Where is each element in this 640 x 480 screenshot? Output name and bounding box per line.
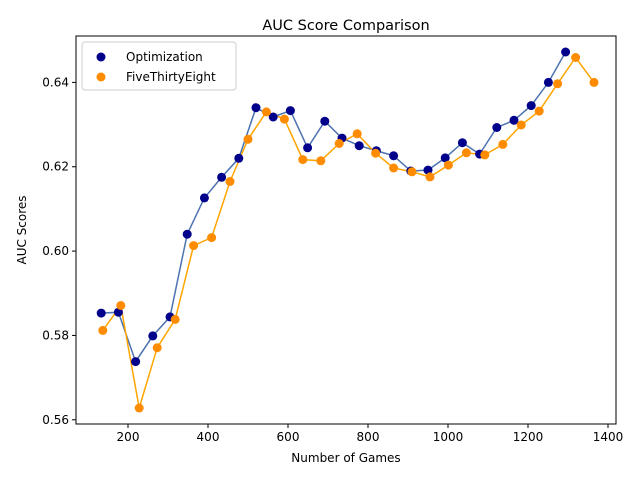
data-point-optimization [148, 331, 158, 341]
legend: Optimization FiveThirtyEight [81, 41, 237, 91]
data-point-fivethirtyeight [261, 107, 271, 117]
data-point-optimization [182, 229, 192, 239]
y-tick-label: 0.64 [42, 75, 69, 89]
data-point-fivethirtyeight [207, 233, 217, 243]
data-point-optimization [234, 153, 244, 163]
data-point-fivethirtyeight [589, 77, 599, 87]
legend-marker-optimization [96, 52, 106, 62]
x-tick-label: 400 [197, 430, 220, 444]
x-axis: 200 400 600 800 1000 1200 1400 [117, 424, 624, 444]
y-axis-label: AUC Scores [15, 195, 29, 264]
data-point-optimization [268, 112, 278, 122]
data-point-optimization [440, 153, 450, 163]
data-point-optimization [543, 77, 553, 87]
x-axis-label: Number of Games [291, 451, 400, 465]
data-point-optimization [561, 47, 571, 57]
axes-frame [75, 35, 617, 425]
data-point-fivethirtyeight [298, 155, 308, 165]
data-point-fivethirtyeight [461, 148, 471, 158]
data-point-fivethirtyeight [553, 79, 563, 89]
y-tick-label: 0.56 [42, 413, 69, 427]
x-tick-label: 200 [117, 430, 140, 444]
data-point-fivethirtyeight [189, 241, 199, 251]
data-point-fivethirtyeight [534, 106, 544, 116]
data-point-fivethirtyeight [170, 314, 180, 324]
data-point-optimization [251, 103, 261, 113]
legend-label-fivethirtyeight: FiveThirtyEight [126, 70, 216, 84]
legend-box [81, 41, 237, 91]
data-point-optimization [199, 193, 209, 203]
data-point-optimization [131, 357, 141, 367]
data-point-optimization [423, 165, 433, 175]
plot-area [96, 47, 599, 413]
x-tick-label: 600 [277, 430, 300, 444]
x-tick-label: 800 [357, 430, 380, 444]
data-point-optimization [285, 106, 295, 116]
data-point-fivethirtyeight [389, 163, 399, 173]
data-point-fivethirtyeight [407, 167, 417, 177]
legend-marker-fivethirtyeight [96, 72, 106, 82]
x-tick-label: 1200 [513, 430, 544, 444]
data-point-fivethirtyeight [498, 139, 508, 149]
data-point-fivethirtyeight [134, 403, 144, 413]
data-point-fivethirtyeight [152, 343, 162, 353]
data-point-optimization [492, 123, 502, 132]
y-tick-label: 0.58 [42, 328, 69, 342]
series-line-fivethirtyeight [102, 56, 595, 409]
data-point-fivethirtyeight [225, 177, 235, 186]
data-point-fivethirtyeight [425, 172, 435, 182]
x-tick-label: 1000 [433, 430, 464, 444]
data-point-fivethirtyeight [116, 301, 126, 310]
data-point-fivethirtyeight [480, 150, 490, 160]
series-line-optimization [101, 51, 567, 364]
data-point-fivethirtyeight [316, 156, 326, 166]
data-point-optimization [96, 308, 106, 318]
y-axis: 0.56 0.58 0.60 0.62 0.64 [42, 75, 76, 427]
data-point-fivethirtyeight [443, 160, 453, 170]
data-point-optimization [509, 115, 519, 125]
data-point-optimization [217, 172, 227, 182]
data-point-fivethirtyeight [516, 120, 526, 130]
data-point-optimization [354, 141, 364, 151]
data-point-fivethirtyeight [571, 53, 581, 62]
data-point-fivethirtyeight [334, 139, 344, 148]
data-point-optimization [320, 116, 330, 126]
chart-title: AUC Score Comparison [262, 18, 429, 34]
data-point-optimization [389, 151, 399, 161]
data-point-fivethirtyeight [243, 134, 253, 144]
data-point-optimization [303, 143, 313, 153]
data-point-optimization [526, 101, 536, 111]
data-point-fivethirtyeight [352, 129, 362, 139]
y-tick-label: 0.60 [42, 244, 69, 258]
data-point-optimization [457, 138, 467, 148]
x-tick-label: 1400 [593, 430, 624, 444]
data-point-fivethirtyeight [371, 148, 381, 158]
y-tick-label: 0.62 [42, 160, 69, 174]
data-point-fivethirtyeight [98, 325, 108, 335]
data-point-fivethirtyeight [279, 114, 289, 124]
legend-label-optimization: Optimization [126, 50, 203, 64]
